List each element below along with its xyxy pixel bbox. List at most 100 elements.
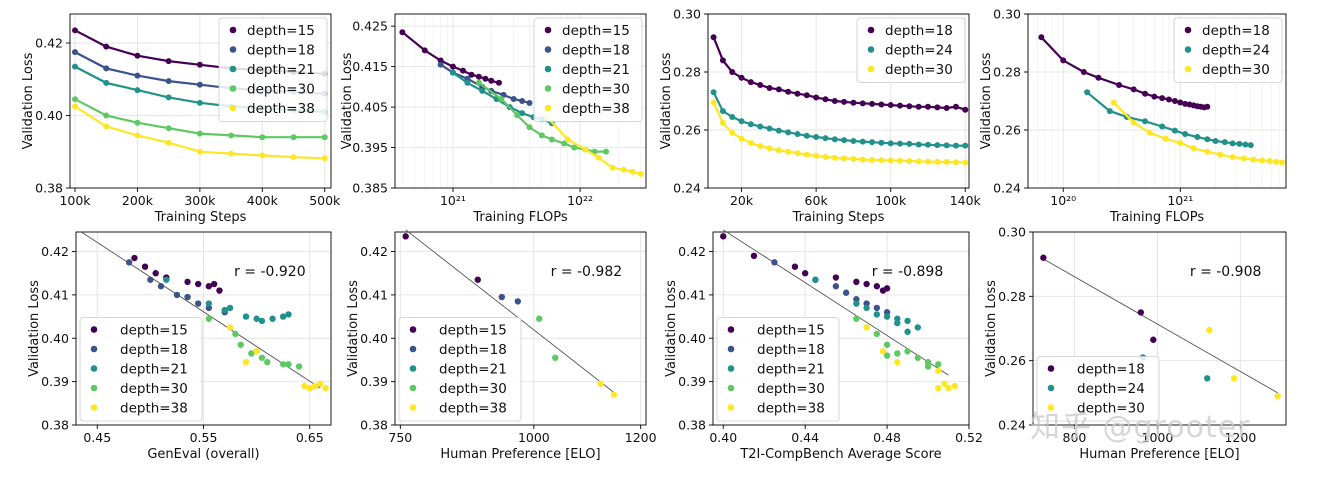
data-point xyxy=(738,74,745,81)
data-point xyxy=(729,129,736,136)
x-tick-label: 0.44 xyxy=(791,430,819,445)
data-point xyxy=(941,380,948,387)
data-point xyxy=(831,154,838,161)
x-axis-label: Training Steps xyxy=(792,210,885,225)
data-point xyxy=(1204,136,1211,143)
data-point xyxy=(103,65,110,72)
data-point xyxy=(894,350,901,357)
data-point xyxy=(196,99,203,106)
legend-label: depth=24 xyxy=(1077,381,1145,397)
legend-box xyxy=(1173,17,1283,83)
correlation-annotation: r = -0.982 xyxy=(551,264,623,280)
data-point xyxy=(935,367,942,374)
data-point xyxy=(620,166,627,173)
y-tick-label: 0.26 xyxy=(998,353,1026,368)
data-point xyxy=(1217,151,1224,158)
y-tick-label: 0.39 xyxy=(41,374,69,389)
legend-box xyxy=(398,317,522,422)
data-point xyxy=(1080,69,1087,75)
data-point xyxy=(125,259,133,266)
data-point xyxy=(924,141,931,148)
data-point xyxy=(564,136,571,143)
data-point xyxy=(1190,145,1197,152)
data-point xyxy=(1040,254,1047,261)
data-point xyxy=(134,132,141,139)
data-point xyxy=(934,142,941,149)
data-point xyxy=(488,77,495,84)
data-point xyxy=(134,119,141,126)
legend-label: depth=15 xyxy=(439,323,507,339)
legend-marker xyxy=(1184,65,1192,73)
data-point xyxy=(163,276,170,283)
data-point xyxy=(934,158,941,165)
data-point xyxy=(498,293,506,301)
y-tick-label: 0.38 xyxy=(360,418,388,433)
x-tick-label: 800 xyxy=(1063,430,1087,445)
data-point xyxy=(750,252,758,260)
legend-label: depth=38 xyxy=(120,401,188,417)
legend-label: depth=38 xyxy=(562,101,630,117)
legend-marker xyxy=(90,365,98,372)
data-point xyxy=(924,158,931,165)
x-tick-label: 1200 xyxy=(625,430,657,445)
data-point xyxy=(498,95,505,102)
data-point xyxy=(242,313,250,320)
data-point xyxy=(1212,138,1219,145)
legend-label: depth=30 xyxy=(120,381,188,397)
data-point xyxy=(571,144,578,151)
data-point xyxy=(904,317,911,325)
legend-label: depth=18 xyxy=(439,342,507,358)
data-point xyxy=(301,382,308,390)
data-point xyxy=(803,92,810,99)
data-point xyxy=(552,354,559,361)
data-point xyxy=(869,100,876,107)
data-point xyxy=(915,141,922,148)
y-axis-label: Validation Loss xyxy=(664,280,679,377)
x-axis-label: Training FLOPs xyxy=(472,210,568,225)
legend-marker xyxy=(727,345,735,353)
legend-marker xyxy=(90,326,98,333)
data-point xyxy=(879,348,887,355)
data-point xyxy=(729,113,736,120)
legend-label: depth=30 xyxy=(247,82,315,98)
data-point xyxy=(803,151,810,158)
chart-p7: 0.40 0.44 0.48 0.52 0.38 0.39 0.40 0.41 0.42 T2I-… xyxy=(664,229,983,462)
chart-p1: 100k 200k 300k 400k 500k 0.38 0.40 0.42 Training… xyxy=(21,13,341,225)
y-tick-label: 0.30 xyxy=(673,7,701,22)
data-point xyxy=(934,104,941,111)
data-point xyxy=(1206,326,1213,334)
data-point xyxy=(853,278,860,286)
data-point xyxy=(306,384,313,392)
y-tick-label: 0.38 xyxy=(678,418,706,433)
data-point xyxy=(869,156,876,163)
correlation-annotation: r = -0.898 xyxy=(872,264,944,280)
legend-marker xyxy=(1184,26,1192,34)
legend: depth=18 depth=24 depth=30 xyxy=(856,17,966,83)
data-point xyxy=(904,348,911,355)
data-point xyxy=(258,354,266,361)
y-tick-label: 0.42 xyxy=(360,244,388,259)
regression-line xyxy=(81,231,321,389)
data-point xyxy=(1182,131,1189,138)
legend-label: depth=15 xyxy=(562,23,630,39)
series-line-depth=24 xyxy=(712,91,966,147)
data-point xyxy=(603,148,610,155)
data-point xyxy=(232,330,239,338)
legend-marker xyxy=(1184,46,1192,53)
plot-frame xyxy=(1032,231,1287,426)
y-tick-label: 0.405 xyxy=(352,100,388,115)
data-point xyxy=(226,304,234,312)
data-point xyxy=(1250,156,1257,163)
data-point xyxy=(719,108,726,115)
legend-marker xyxy=(229,65,237,73)
legend-label: depth=30 xyxy=(1077,401,1145,417)
legend-label: depth=38 xyxy=(439,401,507,417)
data-point xyxy=(321,155,328,162)
data-point xyxy=(1266,158,1273,165)
data-point xyxy=(1229,140,1236,147)
data-point xyxy=(1229,153,1236,160)
data-point xyxy=(103,43,110,50)
data-point xyxy=(134,52,141,59)
legend-label: depth=30 xyxy=(439,381,507,397)
legend-marker xyxy=(544,65,552,73)
